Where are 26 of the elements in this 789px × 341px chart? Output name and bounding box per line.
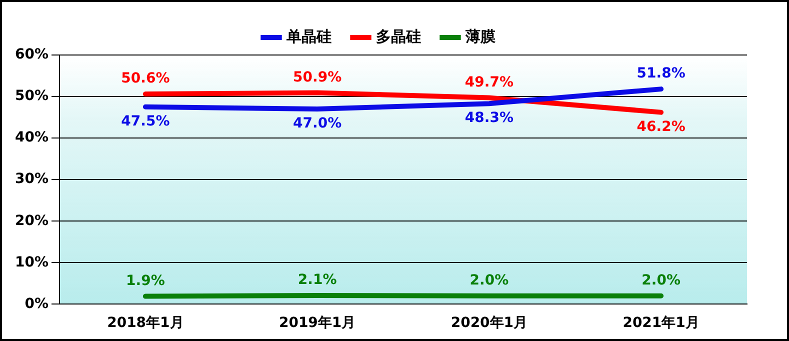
data-label: 51.8% (636, 66, 686, 82)
legend-label: 多晶硅 (376, 27, 421, 46)
data-label: 1.9% (126, 272, 165, 289)
y-tick-label: 50% (14, 88, 49, 104)
legend-label: 薄膜 (464, 27, 496, 46)
y-tick-label: 30% (14, 171, 49, 188)
data-label: 48.3% (464, 110, 514, 126)
data-label: 2.1% (298, 272, 337, 288)
y-tick-label: 20% (14, 212, 49, 229)
x-tick-label: 2020年1月 (450, 315, 528, 332)
data-label: 46.2% (636, 118, 686, 135)
y-tick-label: 10% (14, 254, 49, 270)
x-tick-label: 2018年1月 (107, 315, 184, 332)
legend-label: 单晶硅 (285, 27, 332, 46)
y-tick-label: 40% (14, 130, 49, 146)
data-label: 49.7% (464, 74, 514, 90)
data-label: 47.5% (121, 114, 170, 130)
data-label: 47.0% (293, 116, 342, 132)
y-tick-label: 60% (14, 46, 49, 63)
x-tick-label: 2019年1月 (278, 315, 356, 332)
data-label: 50.9% (293, 69, 342, 86)
data-label: 2.0% (470, 272, 509, 289)
data-label: 50.6% (121, 70, 170, 87)
data-label: 2.0% (642, 272, 680, 289)
y-tick-label: 0% (24, 296, 49, 312)
x-tick-label: 2021年1月 (622, 315, 700, 332)
